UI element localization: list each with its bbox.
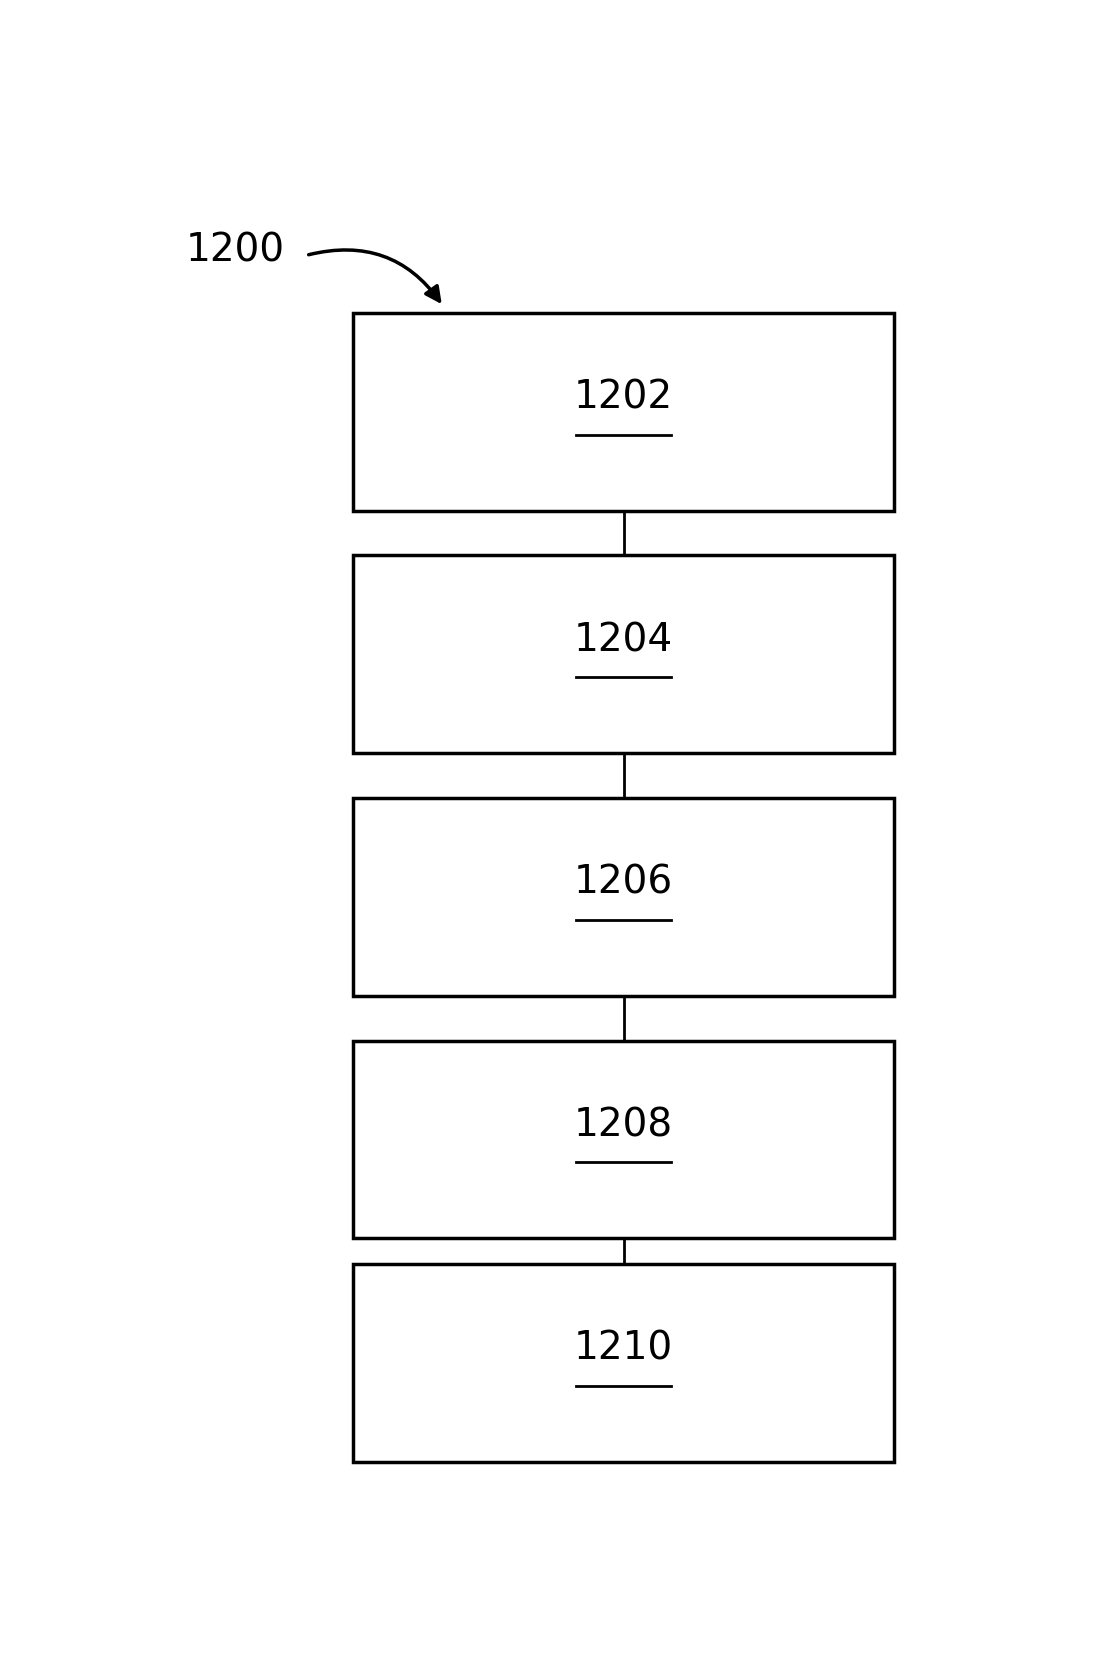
Bar xyxy=(353,1264,894,1461)
Text: 1206: 1206 xyxy=(574,863,674,901)
Text: 1210: 1210 xyxy=(574,1329,674,1367)
Text: 1204: 1204 xyxy=(574,621,674,658)
Text: 1208: 1208 xyxy=(574,1105,674,1143)
Text: 1200: 1200 xyxy=(186,230,285,268)
Text: 1202: 1202 xyxy=(574,378,674,416)
Bar xyxy=(353,557,894,754)
FancyArrowPatch shape xyxy=(309,250,440,302)
Bar xyxy=(353,313,894,512)
Bar xyxy=(353,799,894,996)
Bar xyxy=(353,1041,894,1239)
